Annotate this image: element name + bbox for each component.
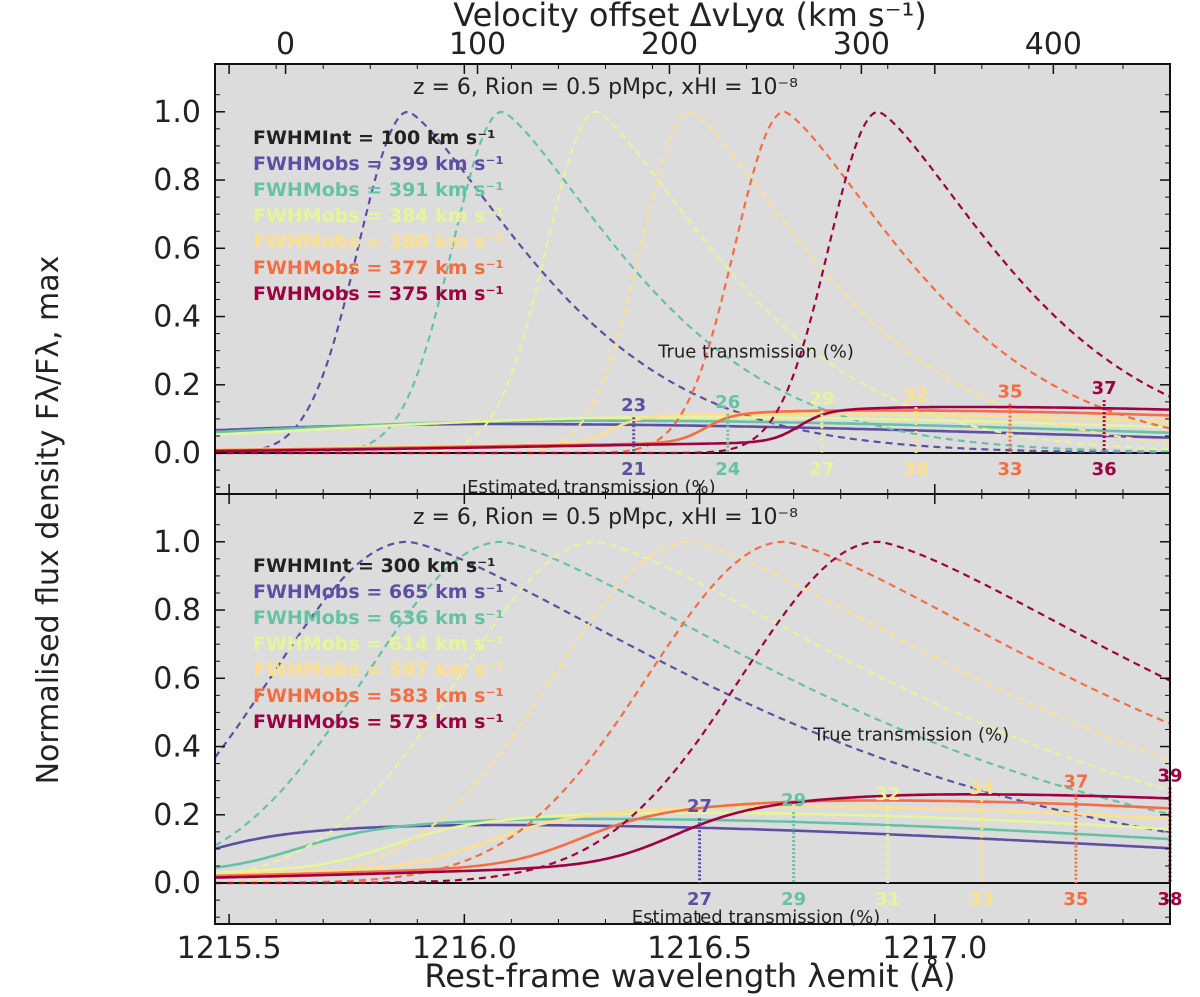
transmitted-line-series-2 [215, 817, 1170, 869]
legend-item-4: FWHMobs = 380 km s⁻¹ [253, 231, 504, 253]
panel-top: 23 21 26 24 29 27 32 30 35 33 37 36 True transmissio… [153, 27, 1171, 498]
transmitted-line-series-5 [215, 799, 1170, 878]
true-transmission-label-6: 37 [1092, 378, 1117, 399]
panel-title: z = 6, Rion = 0.5 pMpc, xHI = 10⁻⁸ [413, 505, 798, 530]
y-tick-label: 1.0 [153, 525, 201, 560]
top-axis-tick-label: 100 [449, 27, 506, 62]
legend-item-4: FWHMobs = 597 km s⁻¹ [253, 659, 504, 681]
estimated-transmission-label-1: 27 [687, 889, 712, 910]
legend-item-1: FWHMobs = 665 km s⁻¹ [253, 581, 504, 603]
x-tick-label: 1215.5 [177, 931, 282, 966]
emitted-line-series-3 [215, 540, 1170, 878]
estimated-transmission-label-3: 31 [875, 889, 900, 910]
top-axis-tick-label: 300 [833, 27, 890, 62]
true-transmission-title: True transmission (%) [657, 342, 854, 363]
y-tick-label: 0.0 [153, 866, 201, 901]
estimated-transmission-title: Estimated transmission (%) [467, 477, 716, 498]
x-tick-label: 1216.0 [412, 931, 517, 966]
estimated-transmission-label-4: 33 [969, 889, 994, 910]
estimated-transmission-label-1: 21 [621, 459, 646, 480]
legend-header: FWHMInt = 300 km s⁻¹ [253, 555, 496, 577]
y-tick-label: 0.4 [153, 300, 201, 335]
transmitted-line-series-6 [215, 405, 1170, 453]
legend-item-2: FWHMobs = 636 km s⁻¹ [253, 607, 504, 629]
y-axis-title: Normalised flux density Fλ/Fλ, max [31, 256, 66, 785]
y-tick-label: 0.2 [153, 798, 201, 833]
y-tick-label: 0.8 [153, 163, 201, 198]
legend-item-5: FWHMobs = 583 km s⁻¹ [253, 685, 504, 707]
estimated-transmission-label-2: 24 [715, 459, 740, 480]
emitted-line-series-5 [215, 540, 1170, 885]
legend-item-3: FWHMobs = 614 km s⁻¹ [253, 633, 504, 655]
y-tick-label: 0.6 [153, 231, 201, 266]
true-transmission-label-4: 32 [903, 385, 928, 406]
legend-item-1: FWHMobs = 399 km s⁻¹ [253, 153, 504, 175]
legend-item-6: FWHMobs = 573 km s⁻¹ [253, 711, 504, 733]
true-transmission-label-3: 32 [875, 784, 900, 805]
top-axis-tick-label: 0 [276, 27, 295, 62]
estimated-transmission-label-2: 29 [781, 889, 806, 910]
true-transmission-label-3: 29 [809, 388, 834, 409]
panel-title: z = 6, Rion = 0.5 pMpc, xHI = 10⁻⁸ [413, 75, 798, 100]
bottom-axis-title: Rest-frame wavelength λemit (Å) [424, 957, 955, 995]
true-transmission-title: True transmission (%) [812, 725, 1009, 746]
legend-item-3: FWHMobs = 384 km s⁻¹ [253, 205, 504, 227]
top-axis-title: Velocity offset ΔvLyα (km s⁻¹) [453, 0, 927, 34]
emitted-line-series-6 [215, 110, 1170, 455]
y-tick-label: 0.4 [153, 730, 201, 765]
true-transmission-label-5: 35 [998, 382, 1023, 403]
emitted-line-series-6 [215, 540, 1170, 885]
transmitted-line-series-6 [215, 793, 1170, 879]
estimated-transmission-label-5: 33 [998, 459, 1023, 480]
curves [215, 110, 1170, 455]
true-transmission-label-2: 29 [781, 790, 806, 811]
plot-frame [214, 493, 1171, 925]
y-tick-label: 0.0 [153, 436, 201, 471]
estimated-transmission-label-4: 30 [903, 459, 928, 480]
legend-item-5: FWHMobs = 377 km s⁻¹ [253, 257, 504, 279]
x-tick-label: 1216.5 [647, 931, 752, 966]
curves [215, 540, 1170, 885]
y-tick-label: 0.8 [153, 593, 201, 628]
y-tick-label: 0.2 [153, 368, 201, 403]
y-tick-label: 0.6 [153, 661, 201, 696]
true-transmission-label-4: 34 [969, 778, 994, 799]
true-transmission-label-1: 23 [621, 395, 646, 416]
emitted-line-series-1 [215, 110, 1170, 454]
emitted-line-series-2 [215, 540, 1170, 847]
emitted-line-series-4 [215, 540, 1170, 884]
top-axis-tick-label: 200 [641, 27, 698, 62]
x-tick-label: 1217.0 [882, 931, 987, 966]
true-transmission-label-2: 26 [715, 392, 740, 413]
true-transmission-label-1: 27 [687, 796, 712, 817]
estimated-transmission-label-6: 36 [1092, 459, 1117, 480]
legend-item-2: FWHMobs = 391 km s⁻¹ [253, 179, 504, 201]
transmitted-line-series-3 [215, 811, 1170, 874]
estimated-transmission-title: Estimated transmission (%) [632, 907, 881, 928]
top-axis-tick-label: 400 [1025, 27, 1082, 62]
estimated-transmission-label-3: 27 [809, 459, 834, 480]
legend-item-6: FWHMobs = 375 km s⁻¹ [253, 283, 504, 305]
true-transmission-label-5: 37 [1063, 772, 1088, 793]
estimated-transmission-label-5: 35 [1063, 889, 1088, 910]
legend-header: FWHMInt = 100 km s⁻¹ [253, 127, 496, 149]
transmitted-line-series-3 [215, 415, 1170, 437]
y-tick-label: 1.0 [153, 95, 201, 130]
emitted-line-series-1 [215, 540, 1170, 834]
